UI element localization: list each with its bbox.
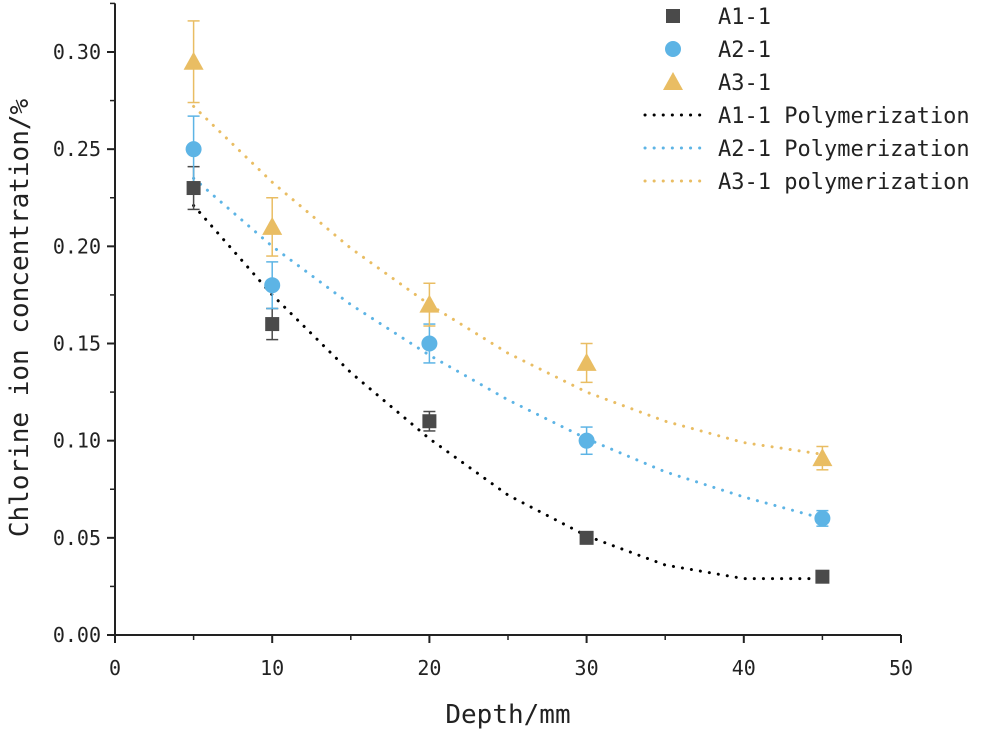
y-tick-label: 0.00 [53,623,101,647]
data-point [812,448,833,467]
data-markers [183,51,833,584]
legend-label: A2-1 [718,38,771,63]
data-point [422,414,437,429]
y-tick-label: 0.10 [53,429,101,453]
y-tick-label: 0.20 [53,234,101,258]
fit-curve [192,204,824,581]
x-tick-label: 10 [260,656,284,680]
legend-label: A2-1 Polymerization [718,137,970,162]
y-tick-label: 0.30 [53,40,101,64]
y-tick-label: 0.05 [53,526,101,550]
data-point [579,530,594,545]
legend-marker [663,72,683,90]
x-tick-label: 40 [732,656,756,680]
plot-axes [107,2,902,643]
fit-curve [192,104,824,456]
legend-label: A1-1 [718,5,771,30]
data-point [419,294,440,313]
fit-curves [192,104,824,581]
data-point [814,510,831,527]
legend-label: A3-1 [718,71,771,96]
x-tick-label: 0 [109,656,121,680]
data-point [262,216,283,235]
data-point [578,432,595,449]
data-point [185,141,202,158]
data-point [421,335,438,352]
data-point [265,317,280,332]
x-axis-title: Depth/mm [445,700,570,730]
y-tick-label: 0.15 [53,332,101,356]
data-point [183,51,204,70]
legend-label: A3-1 polymerization [718,170,970,195]
data-point [815,569,830,584]
fit-curve [192,176,824,520]
legend-marker [666,9,680,23]
x-tick-label: 30 [575,656,599,680]
y-tick-label: 0.25 [53,137,101,161]
y-axis-title: Chlorine ion concentration/% [5,99,35,538]
data-point [576,352,597,371]
legend-label: A1-1 Polymerization [718,104,970,129]
legend: A1-1 A2-1 A3-1 A1-1 Polymerization A2-1 Poly… [643,5,970,195]
data-point [186,181,201,196]
tick-labels: 0 10 20 30 40 50 0.00 0.05 0.10 0.15 0.20 0.25 0.30 [53,40,913,680]
error-bars [187,20,829,527]
legend-marker [665,41,681,57]
data-point [264,277,281,294]
x-tick-label: 20 [417,656,441,680]
x-tick-label: 50 [889,656,913,680]
